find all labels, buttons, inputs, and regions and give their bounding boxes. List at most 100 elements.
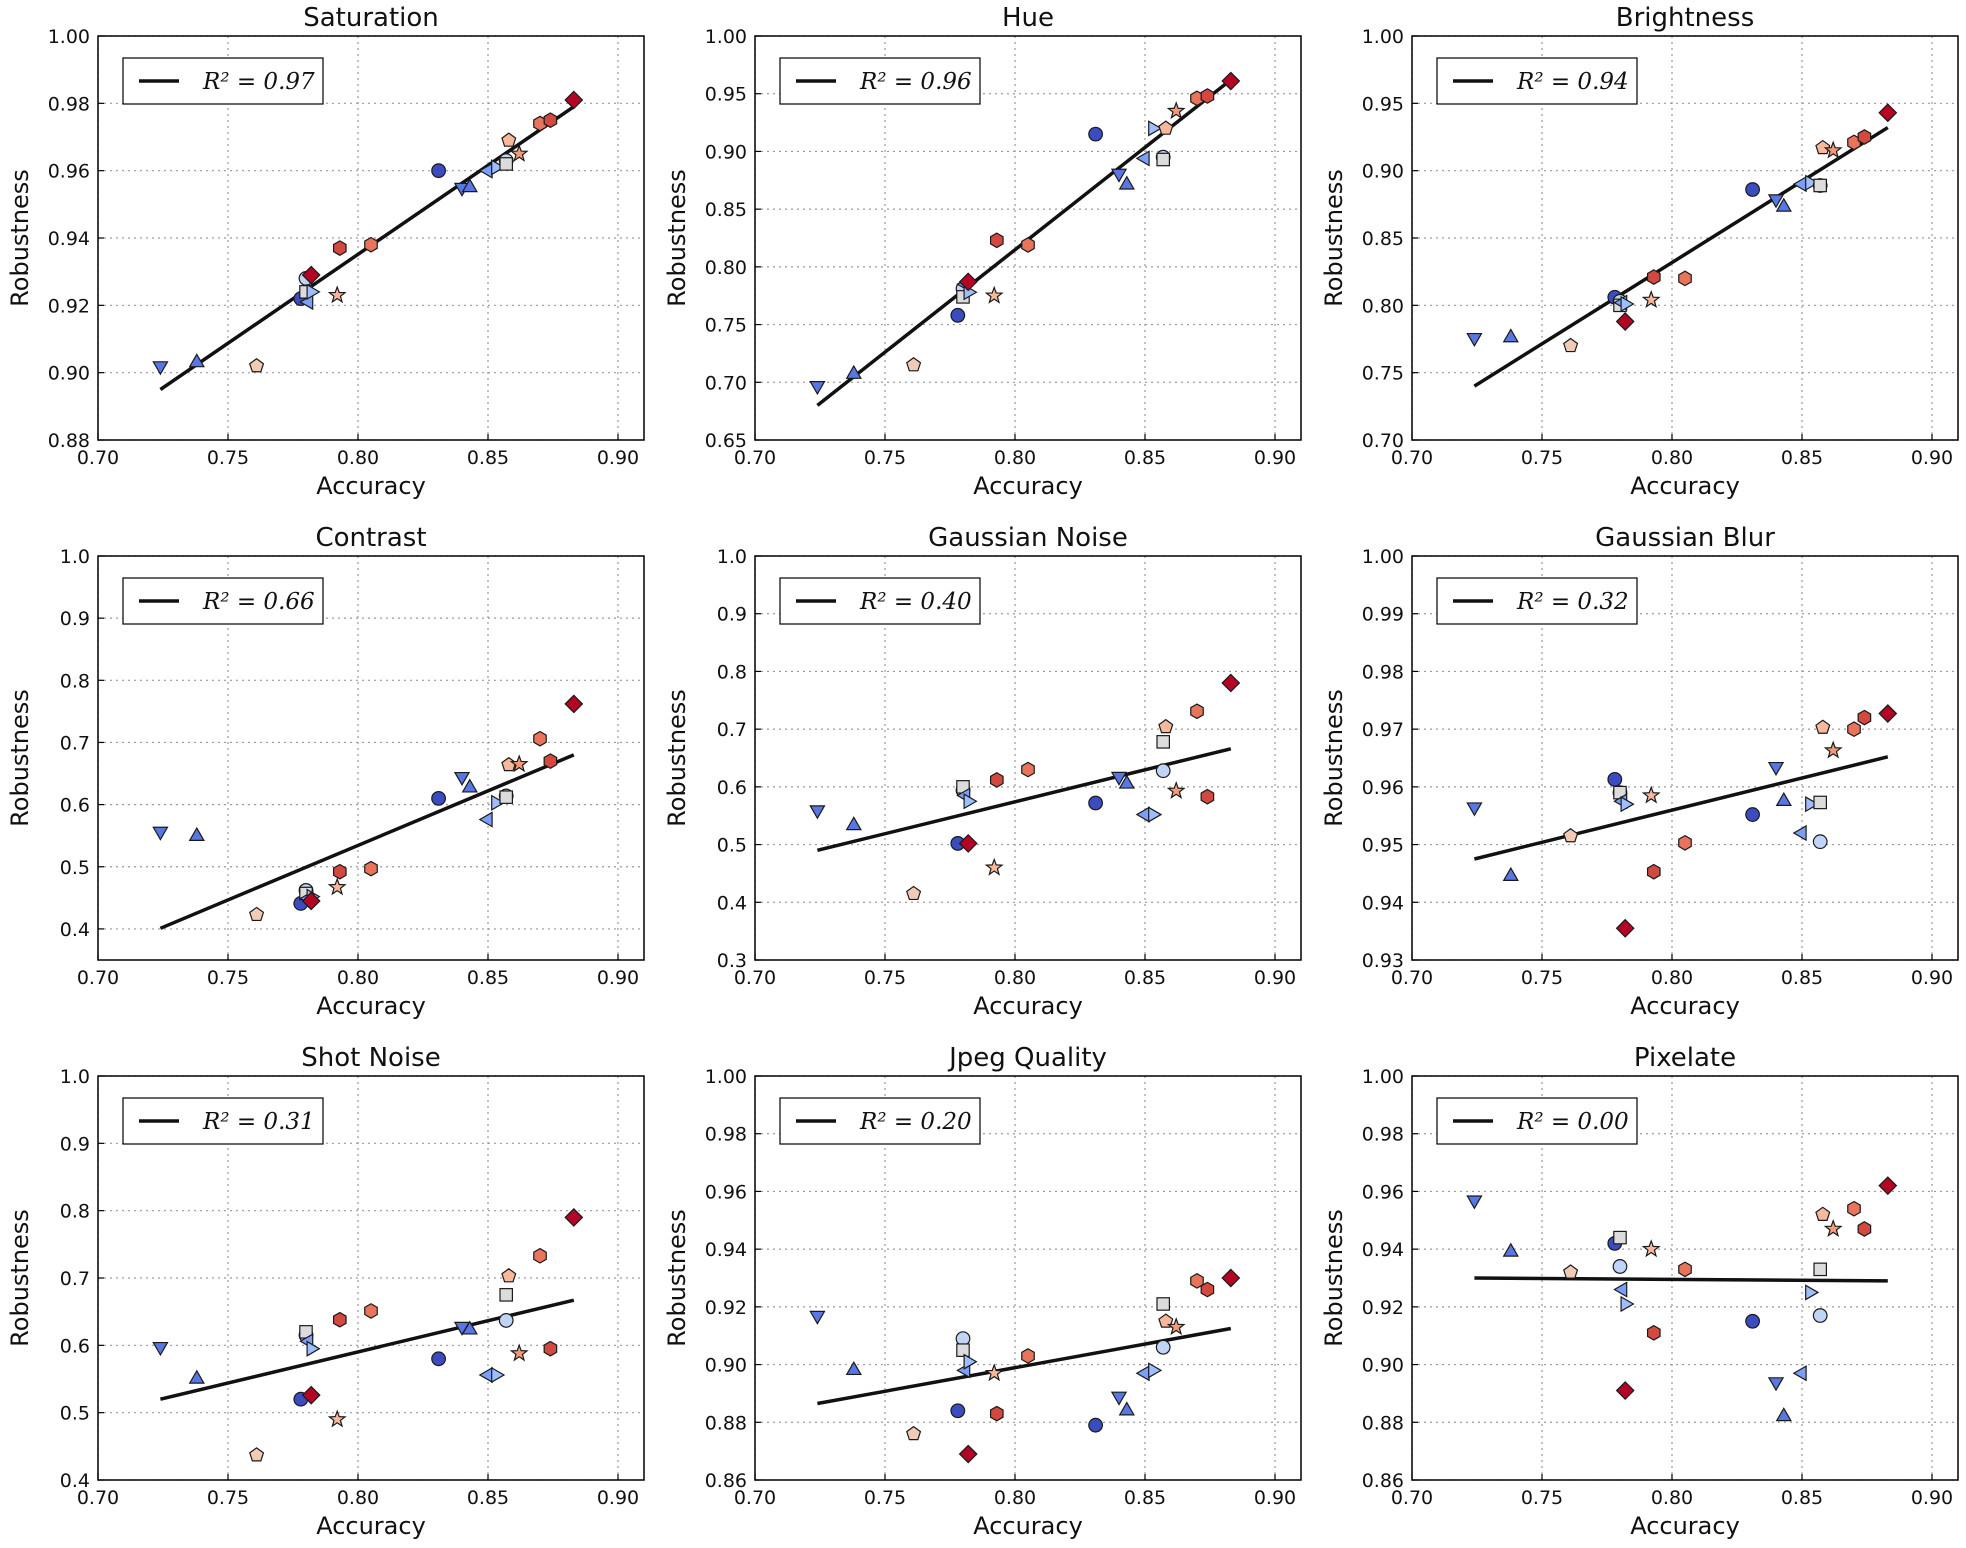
data-point-square (1813, 178, 1827, 193)
data-point-star (1166, 101, 1186, 120)
y-tick-label: 1.00 (1362, 26, 1404, 48)
panel-hue: 0.70 0.75 0.80 0.85 0.900.650.700.750.800.85… (663, 3, 1302, 500)
axes-frame (97, 1075, 645, 1481)
legend: R² = 0.66 (122, 577, 324, 625)
y-tick-label: 0.96 (1362, 777, 1404, 799)
x-tick-label: 0.70 (1391, 1487, 1433, 1509)
data-point-hexagon (1646, 863, 1661, 880)
x-tick-label: 0.80 (994, 447, 1036, 469)
x-tick-label: 0.70 (734, 967, 776, 989)
panel-title: Jpeg Quality (947, 1043, 1107, 1073)
y-tick-label: 1.0 (717, 546, 747, 568)
data-point-triangle-down (152, 361, 169, 376)
data-point-hexagon (332, 240, 347, 256)
data-point-star (1641, 1239, 1661, 1258)
data-point-triangle-down (809, 1310, 826, 1325)
data-point-hexagon (1200, 1281, 1215, 1298)
data-point-square (499, 790, 513, 804)
data-point-hexagon (1847, 1200, 1861, 1217)
data-point-hexagon (364, 236, 378, 253)
data-point-triangle-right (491, 1366, 506, 1384)
x-tick-label: 0.70 (734, 1487, 776, 1509)
panel-shot-noise: 0.70 0.75 0.80 0.85 0.90 0.4 0.5 0.6 0.7 0.8 0.9 1.… (6, 1043, 645, 1540)
data-point-pentagon (249, 906, 265, 922)
data-point-circle (1155, 763, 1171, 779)
data-point-circle (950, 307, 966, 323)
data-point-triangle-down (1767, 194, 1785, 209)
y-tick-label: 0.4 (717, 892, 747, 914)
data-point-star (327, 877, 347, 896)
fit-line (1473, 126, 1889, 388)
y-tick-label: 0.9 (60, 608, 90, 630)
data-point-circle (1088, 795, 1103, 811)
data-point-triangle-down (1110, 771, 1128, 786)
data-point-triangle-up (845, 816, 862, 831)
legend: R² = 0.00 (1436, 1097, 1638, 1145)
data-point-star (509, 754, 529, 773)
x-tick-label: 0.80 (1651, 967, 1693, 989)
data-point-triangle-down (1466, 332, 1483, 348)
data-point-triangle-down (1466, 802, 1483, 817)
data-point-diamond (1878, 1176, 1898, 1196)
y-tick-label: 0.75 (1362, 363, 1404, 385)
x-tick-label: 0.90 (1911, 967, 1953, 989)
data-point-hexagon (1646, 1324, 1661, 1341)
data-point-hexagon (989, 232, 1004, 249)
data-point-hexagon (989, 1405, 1004, 1422)
x-tick-label: 0.70 (1391, 967, 1433, 989)
data-point-diamond (301, 891, 321, 911)
x-tick-label: 0.80 (994, 1487, 1036, 1509)
y-tick-label: 0.90 (1362, 161, 1404, 183)
y-tick-label: 0.5 (60, 1403, 90, 1425)
y-tick-label: 1.0 (60, 546, 90, 568)
data-point-square (1156, 1297, 1170, 1311)
data-point-star (1641, 290, 1661, 308)
y-axis-label: Robustness (6, 1209, 34, 1347)
x-tick-label: 0.85 (1781, 1487, 1823, 1509)
panel-saturation: 0.70 0.75 0.80 0.85 0.90 0.88 0.90 0.92 0.94 0.96… (6, 3, 645, 500)
data-point-diamond (1615, 918, 1635, 938)
y-tick-label: 1.00 (1362, 1066, 1404, 1088)
data-point-diamond (564, 1207, 584, 1227)
y-tick-label: 0.88 (1362, 1412, 1404, 1434)
data-point-triangle-right (306, 283, 321, 301)
x-tick-label: 0.90 (597, 447, 639, 469)
legend: R² = 0.97 (122, 57, 324, 105)
axes-frame (1411, 1075, 1959, 1481)
panel-title: Gaussian Noise (928, 523, 1128, 553)
fit-line (1473, 755, 1889, 861)
data-point-hexagon (543, 112, 558, 129)
y-tick-label: 0.90 (705, 141, 747, 163)
data-points (152, 1207, 584, 1462)
x-tick-label: 0.75 (1521, 1487, 1563, 1509)
y-tick-label: 0.98 (705, 1124, 747, 1146)
legend-label: R² = 0.32 (1516, 589, 1629, 615)
data-point-triangle-up (1775, 1407, 1792, 1422)
y-tick-label: 1.0 (60, 1066, 90, 1088)
legend-label: R² = 0.97 (202, 69, 315, 95)
data-point-pentagon (501, 132, 517, 147)
data-point-hexagon (533, 1247, 547, 1264)
data-point-pentagon (249, 1447, 265, 1462)
data-point-diamond (958, 1444, 978, 1464)
y-tick-label: 0.86 (705, 1470, 747, 1492)
data-point-star (327, 285, 347, 304)
data-points (809, 1268, 1241, 1464)
data-point-triangle-down (1767, 1377, 1785, 1392)
y-tick-label: 0.88 (48, 430, 90, 452)
y-tick-label: 0.88 (705, 1412, 747, 1434)
x-axis-label: Accuracy (316, 472, 426, 500)
y-tick-label: 0.97 (1362, 719, 1404, 741)
data-point-hexagon (1200, 88, 1215, 104)
data-point-diamond (1221, 1268, 1241, 1288)
y-tick-label: 0.3 (717, 950, 747, 972)
legend: R² = 0.20 (779, 1097, 981, 1145)
x-tick-label: 0.85 (1124, 447, 1166, 469)
data-point-circle (1088, 126, 1103, 142)
x-axis-label: Accuracy (1630, 992, 1740, 1020)
data-point-hexagon (989, 772, 1004, 788)
x-tick-label: 0.75 (864, 967, 906, 989)
data-point-diamond (958, 272, 978, 292)
data-point-pentagon (1563, 337, 1579, 353)
data-point-triangle-right (1805, 1284, 1820, 1301)
